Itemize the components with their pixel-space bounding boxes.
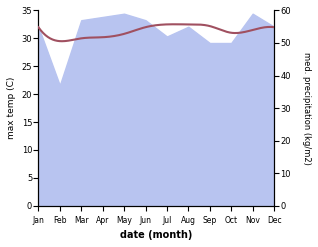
Y-axis label: max temp (C): max temp (C)	[7, 77, 16, 139]
X-axis label: date (month): date (month)	[120, 230, 192, 240]
Y-axis label: med. precipitation (kg/m2): med. precipitation (kg/m2)	[302, 52, 311, 165]
